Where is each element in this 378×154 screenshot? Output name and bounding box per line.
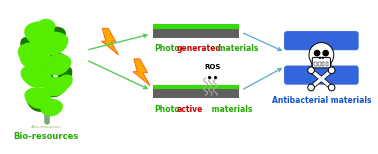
Polygon shape: [39, 27, 66, 49]
Bar: [326, 62, 328, 65]
Bar: [153, 29, 239, 38]
Text: materials: materials: [215, 44, 259, 53]
Polygon shape: [101, 28, 119, 55]
Polygon shape: [20, 51, 38, 68]
Text: ROS: ROS: [204, 64, 220, 70]
FancyBboxPatch shape: [284, 65, 359, 85]
Polygon shape: [18, 42, 51, 68]
Text: -Bio-resources-: -Bio-resources-: [30, 125, 62, 129]
Text: Bio-resources: Bio-resources: [13, 132, 79, 140]
FancyBboxPatch shape: [311, 32, 332, 82]
Bar: [314, 62, 317, 65]
Circle shape: [308, 84, 314, 91]
Polygon shape: [43, 53, 67, 73]
Polygon shape: [57, 75, 73, 89]
Bar: [318, 62, 321, 65]
Circle shape: [309, 43, 334, 67]
Circle shape: [328, 84, 335, 91]
Text: active: active: [177, 105, 203, 114]
Polygon shape: [36, 19, 56, 34]
Polygon shape: [20, 64, 52, 88]
Circle shape: [308, 67, 314, 74]
Polygon shape: [26, 94, 50, 112]
Bar: [153, 85, 239, 89]
Bar: [153, 24, 239, 29]
Text: Antibacterial materials: Antibacterial materials: [272, 96, 371, 105]
Text: Photo-: Photo-: [154, 44, 183, 53]
Polygon shape: [29, 65, 54, 87]
Circle shape: [322, 57, 324, 59]
Polygon shape: [24, 21, 56, 47]
Polygon shape: [20, 37, 37, 54]
Text: materials: materials: [209, 105, 252, 114]
Polygon shape: [39, 32, 68, 55]
Polygon shape: [25, 87, 52, 109]
Polygon shape: [42, 77, 68, 96]
Circle shape: [319, 57, 321, 59]
Circle shape: [322, 50, 329, 56]
Circle shape: [328, 67, 335, 74]
Polygon shape: [40, 99, 63, 116]
Polygon shape: [58, 67, 72, 82]
Bar: [153, 89, 239, 98]
Polygon shape: [46, 28, 48, 122]
Circle shape: [314, 50, 321, 56]
FancyBboxPatch shape: [312, 57, 330, 68]
Text: generated: generated: [177, 44, 222, 53]
Polygon shape: [43, 80, 66, 97]
Text: Photo-: Photo-: [154, 105, 183, 114]
Bar: [322, 62, 324, 65]
Polygon shape: [30, 40, 54, 61]
Polygon shape: [43, 54, 71, 75]
FancyBboxPatch shape: [284, 31, 359, 50]
Polygon shape: [133, 59, 150, 86]
